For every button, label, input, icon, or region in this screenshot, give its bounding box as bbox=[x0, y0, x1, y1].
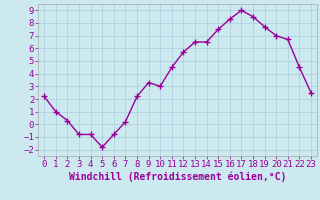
X-axis label: Windchill (Refroidissement éolien,°C): Windchill (Refroidissement éolien,°C) bbox=[69, 172, 286, 182]
